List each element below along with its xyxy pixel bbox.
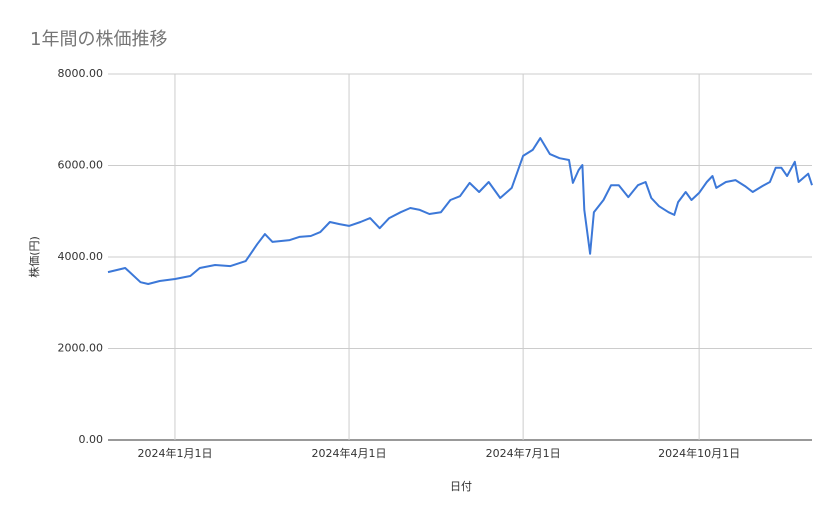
- x-tick-label: 2024年10月1日: [658, 446, 740, 460]
- y-tick-label: 0.00: [79, 433, 104, 446]
- y-tick-label: 6000.00: [58, 159, 104, 172]
- line-series: [107, 137, 813, 285]
- y-tick-label: 8000.00: [58, 67, 104, 80]
- x-axis-label: 日付: [450, 480, 472, 493]
- x-tick-label: 2024年4月1日: [312, 446, 387, 460]
- y-tick-label: 2000.00: [58, 342, 104, 355]
- y-tick-label: 4000.00: [58, 250, 104, 263]
- x-tick-label: 2024年7月1日: [486, 446, 561, 460]
- chart-title: 1年間の株価推移: [30, 29, 167, 50]
- x-tick-label: 2024年1月1日: [137, 446, 212, 460]
- y-axis-label: 株価(円): [27, 236, 41, 278]
